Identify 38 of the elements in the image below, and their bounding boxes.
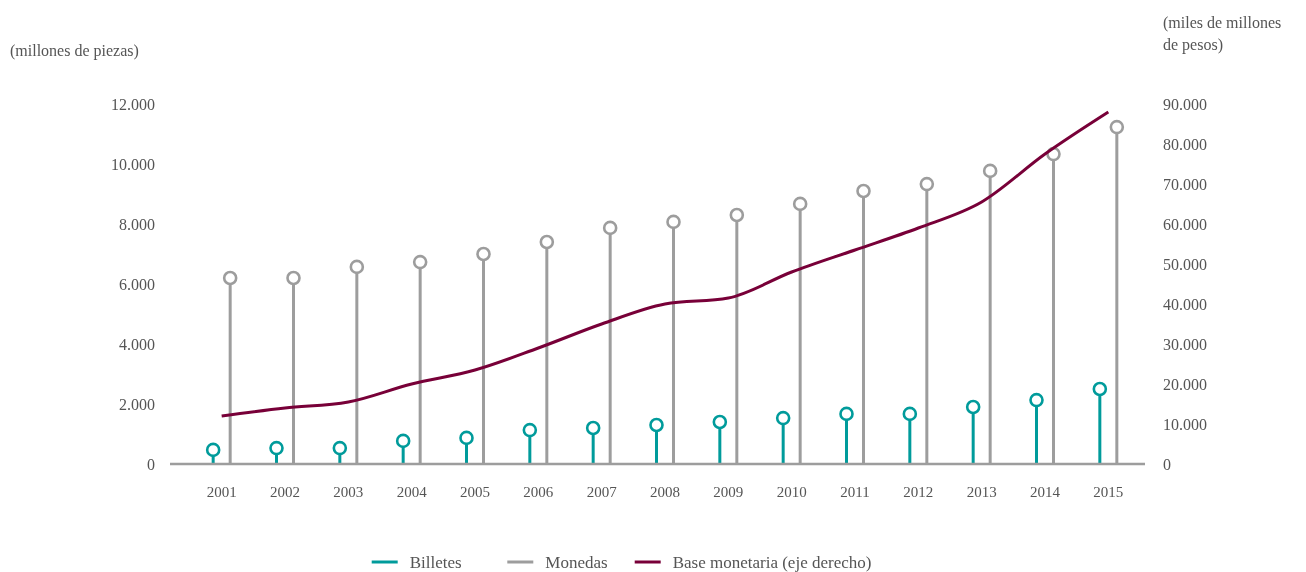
x-tick-label: 2006 — [523, 484, 554, 500]
x-tick-label: 2003 — [333, 484, 364, 500]
y-tick-label: 0 — [147, 455, 155, 473]
y-tick-label: 4.000 — [119, 335, 155, 353]
y2-tick-label: 80.000 — [1163, 135, 1207, 153]
legend-label: Monedas — [545, 553, 608, 572]
x-tick-label: 2005 — [460, 484, 490, 500]
line-series — [220, 110, 1110, 418]
y-tick-label: 10.000 — [111, 155, 155, 173]
x-tick-label: 2013 — [966, 484, 997, 500]
legend-label: Base monetaria (eje derecho) — [672, 553, 872, 572]
y2-tick-label: 30.000 — [1163, 335, 1207, 353]
y2-tick-label: 20.000 — [1163, 375, 1207, 393]
y-tick-label: 2.000 — [119, 395, 155, 413]
x-tick-label: 2012 — [903, 484, 934, 500]
y2-tick-label: 0 — [1163, 455, 1171, 473]
x-tick-label: 2011 — [840, 484, 870, 500]
x-tick-label: 2010 — [776, 484, 807, 500]
legend-label: Billetes — [409, 553, 462, 572]
y2-tick-label: 50.000 — [1163, 255, 1207, 273]
x-tick-label: 2008 — [650, 484, 680, 500]
x-tick-label: 2015 — [1093, 484, 1124, 500]
y-tick-label: 6.000 — [119, 275, 155, 293]
y2-tick-label: 40.000 — [1163, 295, 1207, 313]
y2-tick-label: 70.000 — [1163, 175, 1207, 193]
y2-tick-label: 60.000 — [1163, 215, 1207, 233]
y-tick-label: 8.000 — [119, 215, 155, 233]
y2-tick-label: 10.000 — [1163, 415, 1207, 433]
x-tick-label: 2002 — [270, 484, 300, 500]
y-axis-title: (millones de piezas) — [10, 42, 139, 60]
x-tick-label: 2004 — [396, 484, 428, 500]
y2-axis-title: (miles de millones de pesos) — [1163, 14, 1282, 54]
y2-tick-label: 90.000 — [1163, 95, 1207, 113]
x-tick-label: 2001 — [206, 484, 237, 500]
x-tick-label: 2014 — [1030, 484, 1061, 500]
x-tick-label: 2009 — [713, 484, 744, 500]
x-tick-label: 2007 — [586, 484, 618, 500]
y-tick-label: 12.000 — [111, 95, 155, 113]
